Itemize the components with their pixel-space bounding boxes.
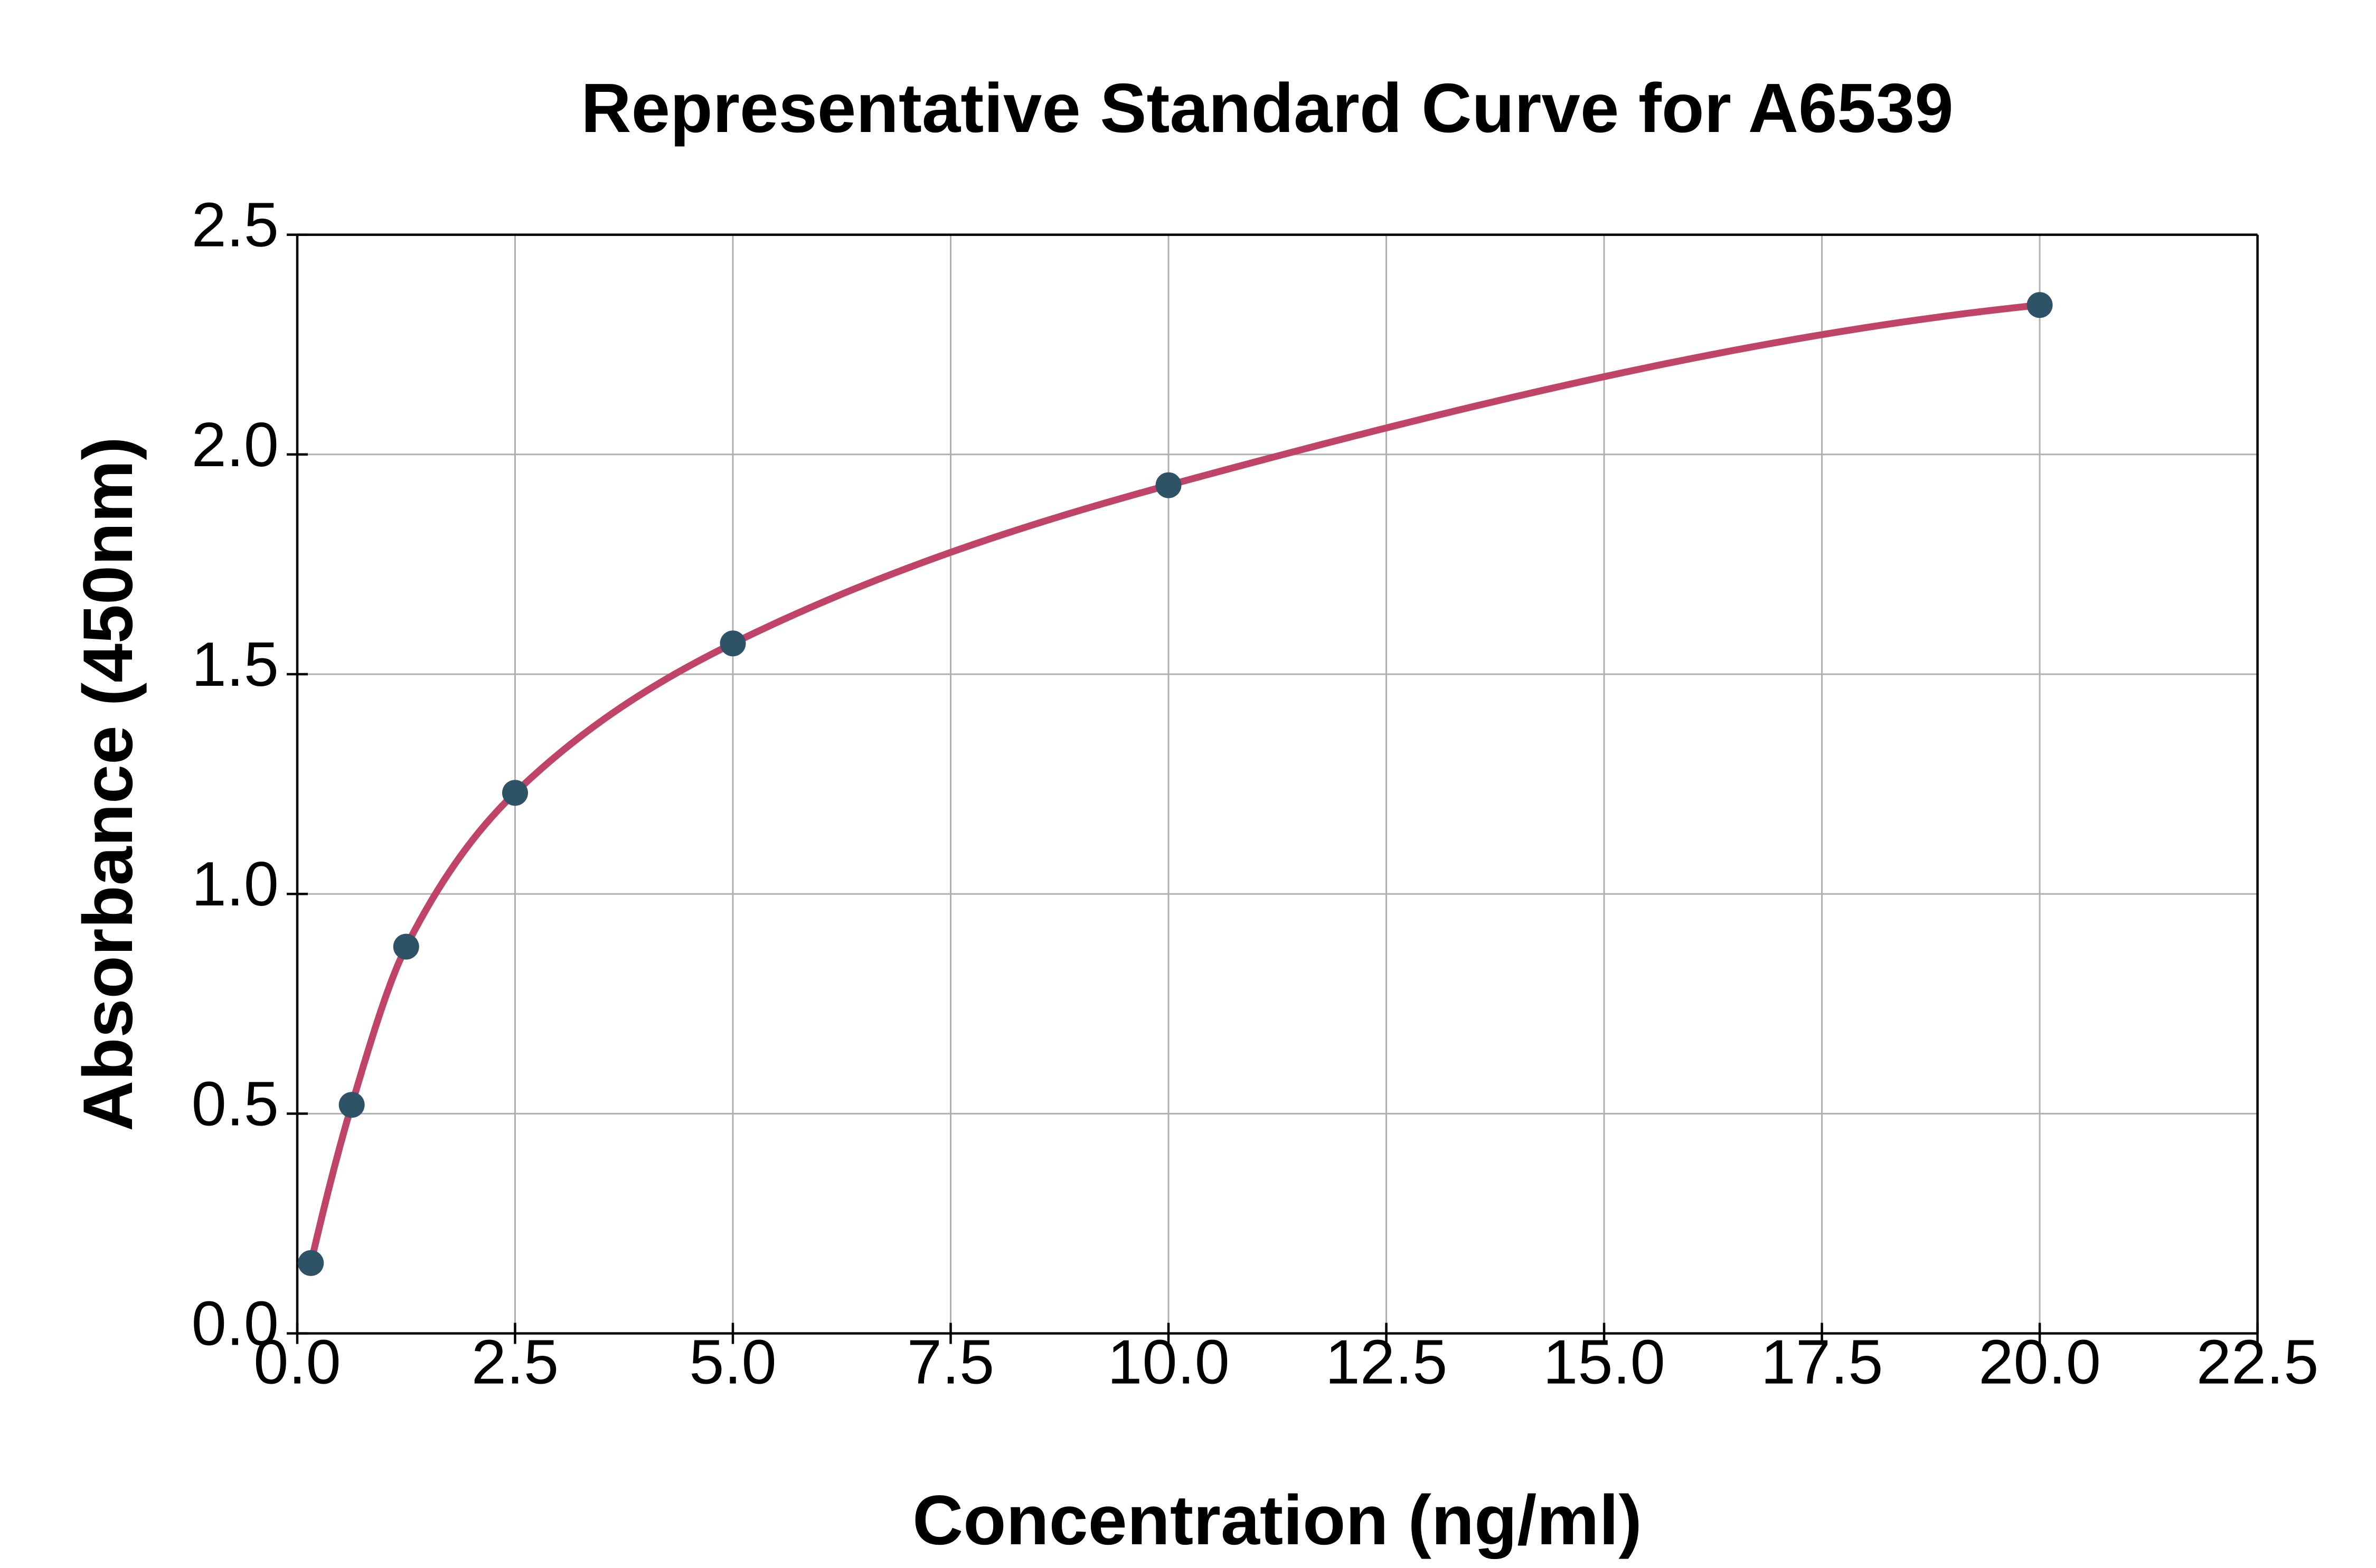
svg-text:Absorbance (450nm): Absorbance (450nm) bbox=[69, 437, 147, 1131]
svg-text:7.5: 7.5 bbox=[907, 1327, 994, 1397]
svg-text:10.0: 10.0 bbox=[1107, 1327, 1230, 1397]
svg-text:0.5: 0.5 bbox=[192, 1069, 279, 1139]
svg-text:5.0: 5.0 bbox=[689, 1327, 776, 1397]
svg-text:1.5: 1.5 bbox=[192, 629, 279, 700]
svg-text:Concentration (ng/ml): Concentration (ng/ml) bbox=[912, 1481, 1642, 1560]
svg-text:0.0: 0.0 bbox=[192, 1289, 279, 1359]
svg-text:1.0: 1.0 bbox=[192, 849, 279, 919]
svg-text:Representative Standard Curve: Representative Standard Curve for A6539 bbox=[581, 69, 1953, 147]
svg-text:12.5: 12.5 bbox=[1325, 1327, 1448, 1397]
svg-text:22.5: 22.5 bbox=[2196, 1327, 2319, 1397]
svg-text:2.5: 2.5 bbox=[192, 190, 279, 260]
svg-text:2.5: 2.5 bbox=[472, 1327, 559, 1397]
svg-text:2.0: 2.0 bbox=[192, 410, 279, 480]
svg-text:15.0: 15.0 bbox=[1543, 1327, 1665, 1397]
svg-text:20.0: 20.0 bbox=[1978, 1327, 2101, 1397]
svg-text:17.5: 17.5 bbox=[1761, 1327, 1883, 1397]
